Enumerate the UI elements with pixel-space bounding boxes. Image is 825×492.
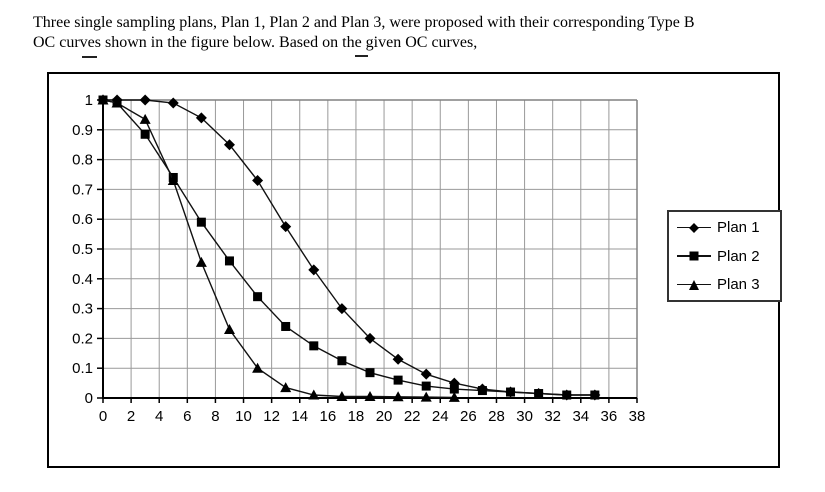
svg-text:30: 30: [516, 408, 533, 425]
legend-item-plan-1: Plan 1: [669, 215, 780, 241]
svg-text:0.7: 0.7: [72, 181, 93, 198]
legend-swatch: [677, 222, 711, 234]
intro-line-2: OC curves shown in the figure below. Bas…: [33, 34, 478, 51]
svg-text:26: 26: [460, 408, 477, 425]
svg-text:0.2: 0.2: [72, 330, 93, 347]
svg-text:0.4: 0.4: [72, 271, 93, 288]
svg-text:18: 18: [348, 408, 365, 425]
svg-text:28: 28: [488, 408, 505, 425]
svg-text:0.5: 0.5: [72, 241, 93, 258]
legend-item-plan-3: Plan 3: [669, 272, 780, 298]
svg-text:14: 14: [291, 408, 308, 425]
legend-label: Plan 2: [717, 247, 760, 265]
underline-mark: [82, 56, 97, 58]
svg-text:22: 22: [404, 408, 421, 425]
legend-label: Plan 3: [717, 276, 760, 293]
intro-line-1: Three single sampling plans, Plan 1, Pla…: [33, 14, 695, 31]
svg-text:36: 36: [601, 408, 618, 425]
svg-text:6: 6: [183, 408, 191, 425]
legend-swatch: [677, 250, 711, 262]
svg-text:38: 38: [629, 408, 646, 425]
svg-text:0.9: 0.9: [72, 122, 93, 139]
chart-legend: Plan 1 Plan 2 Plan 3: [667, 210, 782, 302]
legend-label: Plan 1: [717, 219, 760, 236]
svg-text:20: 20: [376, 408, 393, 425]
svg-text:0.8: 0.8: [72, 152, 93, 169]
triangle-marker-icon: [689, 279, 699, 290]
svg-text:12: 12: [263, 408, 280, 425]
svg-text:0.3: 0.3: [72, 301, 93, 318]
intro-paragraph: Three single sampling plans, Plan 1, Pla…: [33, 13, 823, 53]
svg-text:0: 0: [99, 408, 107, 425]
oc-curve-chart: 0 2 4 6 8 10 12 14 16 18 20 22 24 26 28 30 32 34 36 3800.10…: [72, 92, 646, 425]
svg-text:32: 32: [544, 408, 561, 425]
svg-text:10: 10: [235, 408, 252, 425]
legend-item-plan-2: Plan 2: [669, 243, 780, 269]
diamond-marker-icon: [689, 222, 699, 233]
svg-text:8: 8: [211, 408, 219, 425]
svg-text:0: 0: [85, 390, 93, 407]
svg-text:24: 24: [432, 408, 449, 425]
underline-mark: [355, 55, 368, 57]
legend-swatch: [677, 279, 711, 291]
square-marker-icon: [689, 251, 699, 261]
svg-text:34: 34: [572, 408, 589, 425]
svg-text:16: 16: [319, 408, 336, 425]
svg-text:0.1: 0.1: [72, 360, 93, 377]
svg-text:4: 4: [155, 408, 163, 425]
svg-text:0.6: 0.6: [72, 211, 93, 228]
svg-text:2: 2: [127, 408, 135, 425]
svg-text:1: 1: [85, 92, 93, 109]
oc-curves-figure: 0 2 4 6 8 10 12 14 16 18 20 22 24 26 28 30 32 34 36 38 0 0.1 0…: [47, 72, 782, 468]
